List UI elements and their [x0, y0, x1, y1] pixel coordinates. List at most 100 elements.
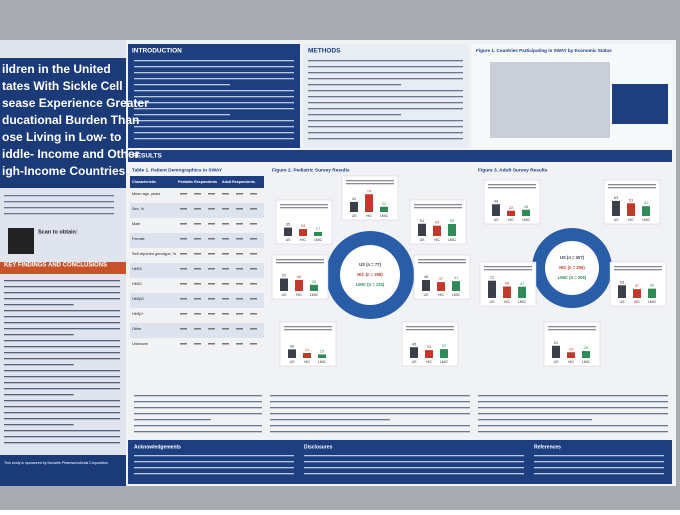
- table-header: Adult Respondents: [222, 180, 255, 184]
- text-line: [608, 184, 656, 186]
- text-line: [4, 430, 120, 432]
- group-label: US: [290, 360, 296, 364]
- bar: [380, 206, 388, 212]
- map-legend: [612, 84, 668, 124]
- text-line: [4, 304, 74, 306]
- cell-text: [250, 223, 257, 225]
- bar-value: 21: [305, 347, 310, 352]
- bar-value: 37: [439, 276, 444, 281]
- cell-text: [236, 193, 243, 195]
- text-line: [308, 114, 401, 116]
- group-label: LMIC: [518, 300, 527, 304]
- bar: [303, 352, 311, 358]
- key-title: KEY FINDINGS AND CONCLUSIONS: [4, 263, 107, 269]
- group-label: US: [490, 300, 496, 304]
- cell-text: [208, 208, 215, 210]
- cell-text: [180, 208, 187, 210]
- bar-value: 52: [282, 273, 287, 278]
- cell-text: [236, 238, 243, 240]
- group-label: US: [620, 300, 626, 304]
- text-line: [4, 364, 74, 366]
- text-line: [4, 358, 120, 360]
- cell-text: [236, 343, 243, 345]
- text-line: [4, 322, 120, 324]
- center-label: LMIC (n = 206): [558, 275, 587, 280]
- text-line: [134, 395, 262, 397]
- group-label: US: [352, 214, 358, 218]
- methods-title: METHODS: [308, 48, 341, 55]
- bar-value: 37: [635, 283, 640, 288]
- fig1-title: Figure 1. Countries Participating in SWA…: [476, 48, 612, 53]
- cell-text: [180, 253, 187, 255]
- text-line: [4, 370, 120, 372]
- group-label: LMIC: [314, 238, 323, 242]
- bar-value: 35: [286, 222, 291, 227]
- cell-text: [194, 343, 201, 345]
- bar: [437, 282, 445, 291]
- text-line: [304, 455, 524, 457]
- bar: [410, 347, 418, 358]
- cell-text: [236, 268, 243, 270]
- text-line: [406, 326, 454, 328]
- bar-value: 74: [367, 188, 372, 193]
- text-line: [4, 442, 120, 444]
- text-line: [4, 346, 120, 348]
- text-line: [418, 262, 466, 264]
- table-row-label: Female: [132, 237, 145, 241]
- cell-text: [208, 253, 215, 255]
- group-label: HIC: [438, 293, 445, 297]
- title-line: iddle- Income and Other: [2, 147, 140, 161]
- group-label: US: [614, 218, 620, 222]
- text-line: [4, 334, 74, 336]
- bar-value: 36: [290, 343, 295, 348]
- cell-text: [222, 283, 229, 285]
- text-line: [270, 407, 470, 409]
- table-header-bg: [130, 176, 264, 188]
- cell-text: [250, 313, 257, 315]
- bar: [299, 229, 307, 236]
- bar: [422, 279, 430, 291]
- text-line: [308, 66, 463, 68]
- text-line: [4, 316, 120, 318]
- bar: [612, 200, 620, 216]
- group-label: HIC: [300, 238, 307, 242]
- cell-text: [250, 193, 257, 195]
- group-label: LMIC: [380, 214, 389, 218]
- bar: [518, 286, 526, 298]
- text-line: [308, 96, 463, 98]
- cell-text: [194, 208, 201, 210]
- text-line: [270, 425, 470, 427]
- cell-text: [222, 313, 229, 315]
- text-line: [270, 413, 470, 415]
- group-label: US: [282, 293, 288, 297]
- table-header: Characteristic: [132, 180, 156, 184]
- cell-text: [222, 298, 229, 300]
- bar: [507, 210, 515, 216]
- table-row-label: Other: [132, 327, 142, 331]
- cell-text: [194, 298, 201, 300]
- row-bg: [130, 263, 264, 278]
- text-line: [4, 412, 120, 414]
- bar: [552, 345, 560, 358]
- cell-text: [250, 298, 257, 300]
- row-bg: [130, 203, 264, 218]
- bar: [280, 278, 288, 291]
- bar: [433, 225, 441, 236]
- bar: [310, 284, 318, 291]
- cell-text: [208, 313, 215, 315]
- cell-text: [194, 193, 201, 195]
- table-row-label: HbSβ+: [132, 312, 145, 316]
- cell-text: [180, 193, 187, 195]
- text-line: [134, 419, 211, 421]
- table-row-label: HbSS: [132, 267, 142, 271]
- text-line: [308, 108, 463, 110]
- group-label: LMIC: [582, 360, 591, 364]
- text-line: [270, 419, 390, 421]
- bar-value: 29: [584, 345, 589, 350]
- row-bg: [130, 233, 264, 248]
- group-label: HIC: [568, 360, 575, 364]
- disc-title: Disclosures: [304, 444, 333, 450]
- cell-text: [194, 283, 201, 285]
- cell-text: [236, 208, 243, 210]
- title-line: ducational Burden Than: [2, 113, 139, 127]
